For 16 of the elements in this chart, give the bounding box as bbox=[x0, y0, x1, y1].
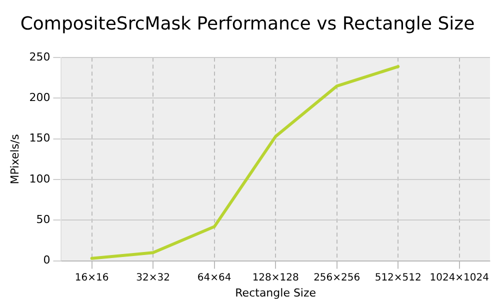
y-tick-label: 50 bbox=[36, 213, 50, 226]
x-tick-label: 128×128 bbox=[252, 272, 299, 284]
x-tick-label: 1024×1024 bbox=[430, 272, 490, 284]
y-tick-label: 0 bbox=[43, 254, 50, 267]
y-tick-label: 100 bbox=[29, 172, 50, 186]
x-tick-label: 32×32 bbox=[136, 272, 170, 284]
x-tick-label: 16×16 bbox=[74, 272, 109, 284]
y-tick-label: 200 bbox=[29, 91, 50, 104]
x-tick-label: 512×512 bbox=[374, 272, 422, 284]
y-tick-label: 150 bbox=[29, 132, 50, 145]
x-axis-title: Rectangle Size bbox=[235, 286, 316, 300]
y-axis-title: MPixels/s bbox=[8, 134, 22, 184]
x-tick-label: 64×64 bbox=[197, 272, 232, 284]
x-tick-label: 256×256 bbox=[314, 272, 360, 284]
chart-title: CompositeSrcMask Performance vs Rectangle Size bbox=[20, 13, 475, 34]
y-tick-label: 250 bbox=[29, 50, 50, 64]
